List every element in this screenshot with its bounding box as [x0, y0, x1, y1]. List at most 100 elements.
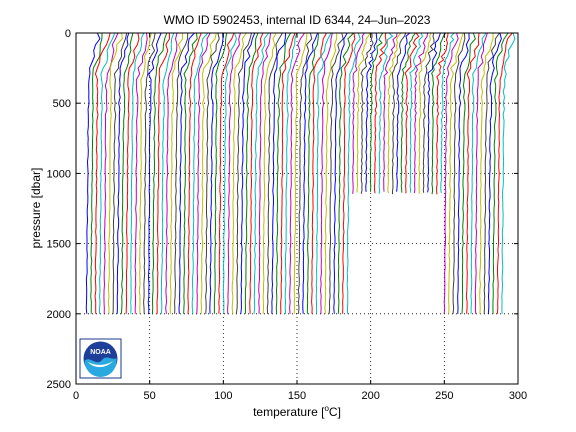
profile-line [107, 32, 123, 314]
profile-line [440, 32, 455, 194]
x-tick-label: 300 [509, 390, 527, 402]
profile-line [302, 32, 319, 314]
profile-line [213, 32, 228, 314]
profile-line [231, 32, 247, 314]
profile-line [289, 32, 306, 314]
profile-line [90, 32, 103, 314]
profile-line [85, 32, 101, 314]
x-axis-title-main: temperature [ [253, 405, 325, 419]
profile-line [457, 32, 470, 314]
profile-line [293, 32, 308, 314]
profile-line [427, 32, 441, 193]
profile-line [222, 32, 237, 314]
profile-line [134, 32, 148, 314]
noaa-logo: NOAA [79, 338, 122, 379]
profile-line [209, 32, 224, 314]
profile-line [383, 32, 398, 192]
profile-line [191, 32, 209, 314]
profile-line [103, 32, 119, 314]
profile-line [183, 32, 198, 314]
profile-line [94, 32, 111, 314]
profile-line [311, 32, 327, 314]
profile-line [328, 32, 344, 314]
profile-line [200, 32, 217, 314]
profile-line [178, 32, 195, 314]
profile-line [418, 32, 432, 194]
profile-line [98, 32, 116, 314]
y-tick-label: 1500 [47, 239, 71, 251]
profile-line [116, 32, 130, 314]
profile-line [249, 32, 264, 314]
profile-line [205, 32, 220, 314]
x-tick-label: 50 [144, 390, 156, 402]
profile-line [496, 32, 513, 314]
profile-line [284, 32, 298, 314]
profile-line [120, 32, 134, 314]
profile-line [365, 32, 378, 192]
profile-line [352, 32, 365, 194]
profile-line [235, 32, 253, 314]
y-tick-label: 2500 [47, 379, 71, 391]
y-axis-title: pressure [dbar] [29, 168, 43, 249]
profile-series [85, 32, 516, 314]
profile-line [280, 32, 296, 314]
profile-line [465, 32, 480, 314]
profile-line [479, 32, 494, 314]
profile-line [112, 32, 128, 314]
noaa-logo-text: NOAA [90, 349, 111, 356]
profile-line [356, 32, 371, 193]
profile-line [452, 32, 466, 314]
profile-line [297, 32, 313, 314]
profile-line [160, 32, 175, 314]
profile-line [396, 32, 411, 192]
profile-line [315, 32, 332, 314]
profile-line [369, 32, 384, 192]
noaa-logo-wave [84, 357, 117, 377]
x-tick-label: 0 [73, 390, 79, 402]
x-axis-title-degree: o [324, 404, 329, 413]
profile-line [196, 32, 211, 314]
profile-line [151, 32, 168, 314]
profile-line [125, 32, 140, 314]
profile-line [143, 32, 156, 314]
noaa-logo-gull [88, 361, 113, 368]
profile-line [422, 32, 435, 193]
profile-line [174, 32, 189, 314]
profile-line [443, 32, 459, 314]
profile-line [342, 32, 356, 314]
profile-line [461, 32, 476, 314]
profile-line [337, 32, 355, 314]
profile-line [244, 32, 259, 314]
profile-line [266, 32, 283, 314]
profile-line [501, 32, 516, 314]
profile-line [253, 32, 270, 314]
profile-line [187, 32, 202, 314]
profile-line [156, 32, 170, 314]
profile-line [165, 32, 178, 314]
x-axis-title: temperature [oC] [253, 404, 341, 419]
profile-line [474, 32, 488, 314]
y-tick-label: 500 [53, 98, 71, 110]
profile-line [483, 32, 500, 314]
profile-line [324, 32, 338, 314]
profile-line [400, 32, 416, 193]
profile-line [387, 32, 402, 194]
x-tick-label: 150 [288, 390, 306, 402]
x-tick-label: 100 [214, 390, 232, 402]
y-tick-label: 0 [65, 28, 71, 40]
profile-line [275, 32, 292, 314]
profile-line [431, 32, 446, 195]
profile-line [448, 32, 464, 314]
profile-line [470, 32, 487, 314]
profile-line [409, 32, 424, 193]
profile-line [346, 32, 361, 314]
profile-line [413, 32, 429, 194]
chart-title: WMO ID 5902453, internal ID 6344, 24–Jun… [164, 13, 431, 27]
profile-line [147, 32, 162, 314]
axis-ticks: 0 50 100 150 200 250 300 0 500 1000 1500 2000 2500 [47, 28, 528, 402]
y-tick-label: 1000 [47, 168, 71, 180]
x-tick-label: 200 [361, 390, 379, 402]
profile-line [240, 32, 256, 314]
profile-line [378, 32, 394, 194]
profile-line [436, 32, 449, 195]
